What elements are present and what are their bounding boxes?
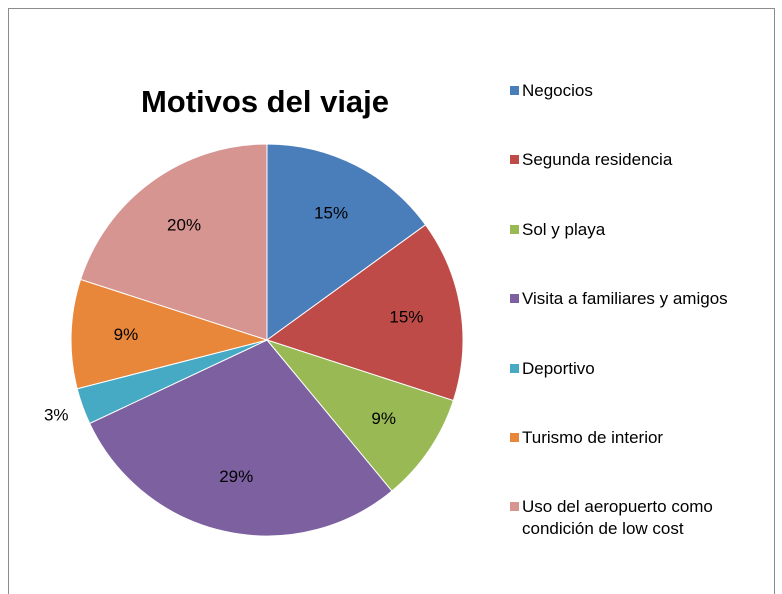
pie-slice	[265, 338, 455, 492]
legend-swatch	[510, 502, 519, 512]
chart-frame	[8, 8, 775, 594]
legend-label: Sol y playa	[522, 219, 606, 239]
data-label: 9%	[371, 409, 396, 428]
legend-label: Visita a familiares y amigos	[522, 289, 728, 309]
legend-swatch	[510, 155, 519, 165]
legend-label: Deportivo	[522, 358, 595, 378]
legend-swatch	[510, 433, 519, 442]
pie-slice	[70, 278, 269, 390]
data-label: 15%	[314, 204, 348, 223]
chart-title: Motivos del viaje	[141, 84, 389, 119]
legend-label: Negocios	[522, 81, 593, 100]
legend-swatch	[510, 363, 519, 373]
legend-swatch	[510, 224, 519, 234]
legend-swatch	[510, 86, 519, 95]
data-label: 20%	[167, 215, 201, 234]
data-label: 29%	[219, 467, 253, 486]
pie-slice	[265, 224, 464, 402]
pie-slice	[266, 143, 427, 341]
data-label: 15%	[389, 307, 423, 326]
legend-label: Turismo de interior	[522, 428, 664, 447]
data-label: 3%	[44, 405, 69, 424]
legend-swatch	[510, 294, 519, 304]
legend-label: Segunda residencia	[522, 150, 673, 170]
legend-label: Uso del aeropuerto como condición de low…	[522, 497, 713, 539]
data-label: 9%	[114, 325, 139, 344]
pie-slice	[88, 339, 393, 537]
pie-slice	[79, 143, 268, 341]
